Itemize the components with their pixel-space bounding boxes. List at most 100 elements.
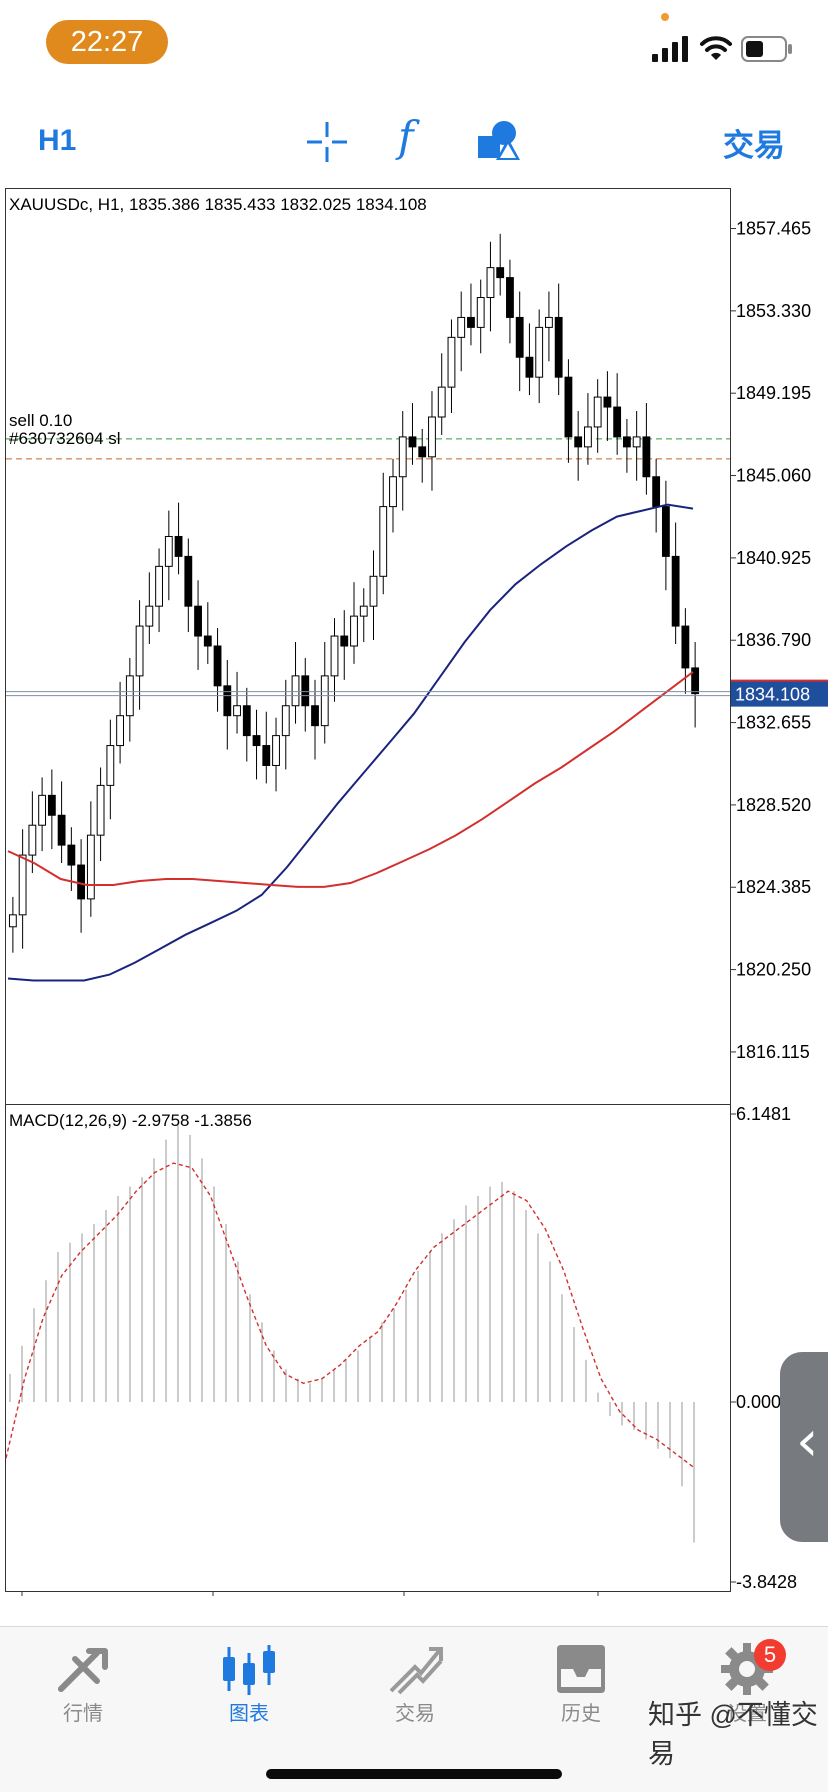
candle-body: [408, 436, 417, 448]
side-panel-handle[interactable]: ‹: [780, 1352, 828, 1542]
candle-body: [642, 436, 651, 478]
candle-body: [106, 745, 115, 786]
price-tick-label: 1845.060: [736, 466, 811, 486]
wifi-icon: [700, 36, 732, 60]
order-label-sell: sell 0.10: [9, 411, 72, 430]
history-icon: [557, 1645, 605, 1693]
candle-body: [554, 316, 563, 378]
candle-body: [272, 735, 280, 766]
candle-body: [57, 814, 66, 846]
candle-body: [574, 436, 583, 448]
candle-body: [291, 675, 300, 707]
candle-body: [681, 625, 690, 669]
trade-icon: [389, 1647, 443, 1695]
battery-icon: [741, 36, 792, 62]
candle-body: [603, 396, 612, 408]
macd-signal-line: [5, 1162, 695, 1469]
macd-pane-frame: [5, 1104, 731, 1592]
candle-body: [28, 824, 37, 856]
candle-body: [671, 555, 680, 627]
tab-history[interactable]: 历史: [498, 1627, 664, 1737]
candle-body: [622, 436, 631, 448]
ma-fast-line: [7, 503, 694, 982]
candle-body: [8, 914, 17, 928]
candle-body: [428, 416, 436, 458]
candle-body: [330, 635, 339, 677]
current-price-box: [731, 680, 828, 707]
tab-label: 交易: [395, 1703, 435, 1725]
tab-label: 图表: [229, 1703, 269, 1725]
tab-chart[interactable]: 图表: [166, 1627, 332, 1737]
candle-body: [38, 794, 47, 826]
price-tick-label: 1836.790: [736, 630, 811, 650]
candlesticks: [8, 233, 700, 953]
price-tick-label: 1816.115: [736, 1042, 810, 1062]
price-tick-label: 1832.655: [736, 713, 811, 733]
macd-indicator: 6.1481 0.0000 -3.8428: [5, 1104, 797, 1592]
current-price-line: 1834.108: [6, 679, 828, 707]
candle-body: [350, 615, 358, 647]
candle-body: [593, 396, 602, 428]
objects-icon[interactable]: [476, 118, 522, 162]
candle-body: [18, 854, 27, 916]
candle-body: [515, 316, 524, 358]
recording-indicator: [661, 13, 669, 21]
price-tick-label: 1820.250: [736, 960, 811, 980]
candle-body: [564, 376, 573, 438]
trade-button[interactable]: 交易: [723, 128, 785, 163]
candle-body: [476, 297, 485, 328]
candle-body: [661, 506, 670, 557]
candle-body: [86, 834, 95, 900]
tab-bar: 行情 图表 交易 历史: [0, 1626, 828, 1792]
chart-area[interactable]: 1834.108 1857.465 1853.330 1849.195 1845.06…: [0, 186, 828, 1596]
candle-body: [379, 506, 388, 577]
price-tick-label: 1824.385: [736, 877, 811, 897]
tab-trade[interactable]: 交易: [332, 1627, 498, 1737]
candle-body: [584, 426, 592, 448]
quotes-icon: [58, 1648, 108, 1692]
candle-body: [164, 535, 173, 567]
candle-body: [242, 705, 251, 737]
price-tick-label: 1853.330: [736, 301, 811, 321]
candle-body: [496, 267, 505, 279]
tab-settings[interactable]: 5 设置: [664, 1627, 828, 1737]
notification-badge: 5: [754, 1639, 786, 1671]
candle-body: [398, 436, 407, 478]
tab-quotes[interactable]: 行情: [0, 1627, 166, 1737]
candle-body: [194, 605, 202, 637]
candle-body: [369, 575, 378, 607]
candle-body: [203, 635, 212, 647]
price-tick-label: 1857.465: [736, 219, 811, 239]
function-icon[interactable]: f: [398, 112, 414, 161]
home-indicator[interactable]: [266, 1769, 562, 1779]
macd-tick-label: -3.8428: [736, 1572, 797, 1592]
candle-body: [525, 356, 534, 378]
candle-body: [545, 316, 553, 328]
candle-body: [145, 605, 154, 627]
candle-body: [77, 864, 86, 900]
candle-body: [613, 406, 622, 438]
timeframe-button[interactable]: H1: [38, 124, 77, 157]
signal-icon: [652, 36, 688, 62]
price-chart[interactable]: 1834.108 1857.465 1853.330 1849.195 1845.06…: [0, 186, 828, 1596]
watermark: 知乎 @不懂交易: [648, 1700, 818, 1769]
current-price-label: 1834.108: [735, 685, 810, 705]
order-lines: [6, 438, 730, 460]
candle-body: [359, 605, 368, 617]
ma-slow-line: [7, 671, 694, 888]
candle-body: [135, 625, 144, 677]
macd-tick-label: 6.1481: [736, 1104, 791, 1124]
candle-body: [116, 715, 124, 747]
candle-body: [340, 635, 349, 647]
tab-label: 行情: [63, 1703, 103, 1725]
crosshair-icon[interactable]: [305, 120, 349, 164]
main-pane-frame: [5, 188, 731, 1105]
chart-candles-icon: [223, 1645, 275, 1695]
candle-body: [67, 844, 76, 866]
status-time: 22:27: [46, 20, 168, 64]
candle-body: [320, 675, 329, 727]
macd-tick-label: 0.0000: [736, 1392, 791, 1412]
candle-body: [311, 705, 319, 727]
candle-body: [47, 794, 56, 816]
candle-body: [155, 565, 163, 607]
